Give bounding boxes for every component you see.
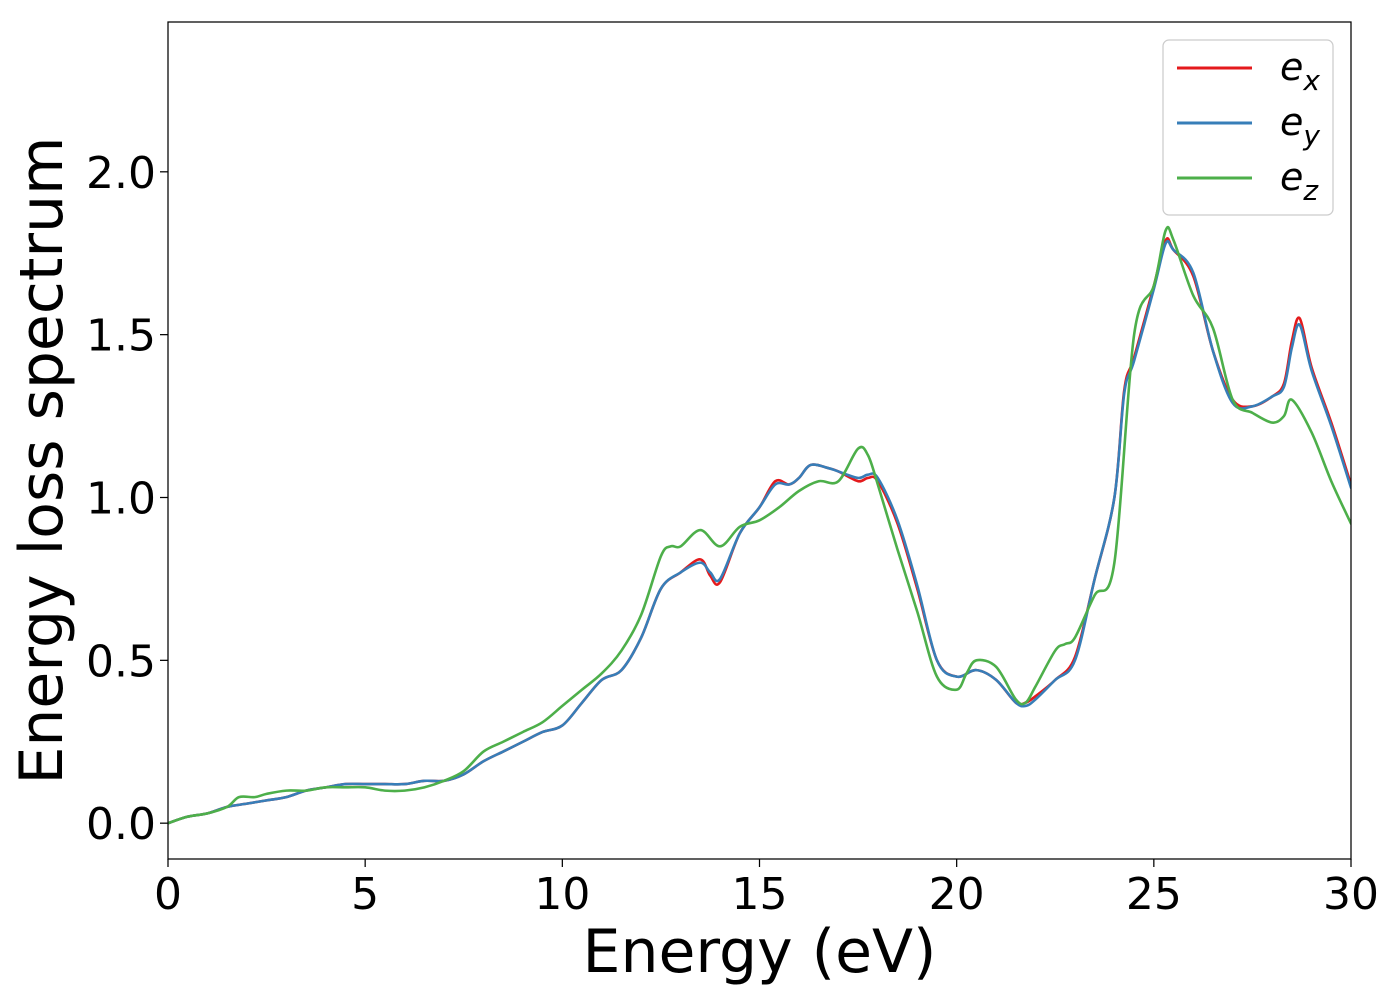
legend-label-ey: ey — [1280, 100, 1320, 152]
y-tick-label: 0.0 — [86, 799, 156, 850]
x-tick-label: 0 — [154, 869, 182, 920]
x-tick-label: 5 — [351, 869, 379, 920]
series-line-ez — [168, 225, 1351, 825]
legend-box — [1162, 39, 1334, 216]
x-tick-label: 15 — [732, 869, 788, 920]
y-tick-label: 0.5 — [86, 636, 156, 687]
x-tick-label: 20 — [929, 869, 985, 920]
x-tick-label: 30 — [1323, 869, 1379, 920]
x-tick-label: 25 — [1126, 869, 1182, 920]
y-tick-label: 1.5 — [86, 311, 156, 362]
y-axis: 0.0 0.5 1.0 1.5 2.0 — [86, 148, 168, 850]
y-tick-label: 1.0 — [86, 473, 156, 524]
y-axis-label: Energy loss spectrum — [7, 136, 77, 784]
x-axis-label: Energy (eV) — [583, 917, 937, 987]
y-tick-label: 2.0 — [86, 148, 156, 199]
x-tick-label: 10 — [534, 869, 590, 920]
series-layer — [168, 225, 1351, 825]
series-line-ey — [168, 239, 1351, 825]
series-line-ex — [168, 237, 1351, 825]
x-axis: 0 5 10 15 20 25 30 — [154, 859, 1379, 920]
legend-label-ez: ez — [1280, 155, 1319, 207]
legend-label-ex: ex — [1280, 45, 1320, 97]
